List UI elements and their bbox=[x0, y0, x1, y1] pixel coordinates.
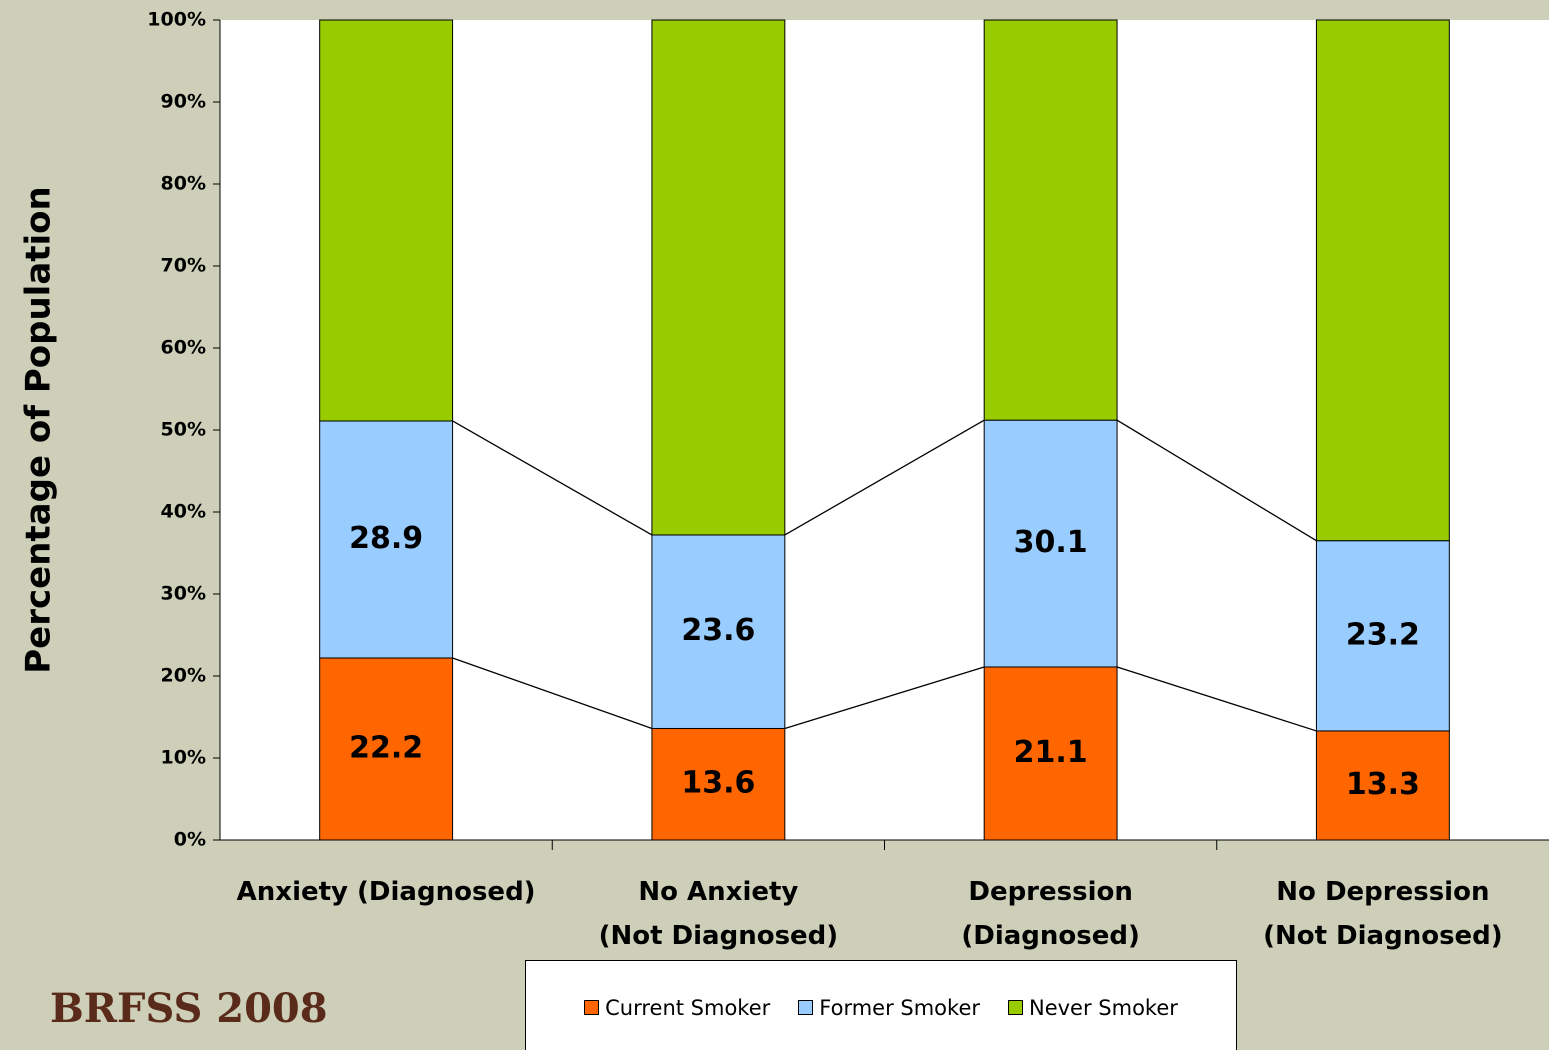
bar-segment bbox=[1315, 19, 1450, 542]
series-line bbox=[784, 666, 985, 730]
bar-segment bbox=[983, 666, 1118, 841]
y-tick-label: 30% bbox=[161, 583, 206, 605]
y-tick-label: 40% bbox=[161, 501, 206, 523]
bar-segment bbox=[319, 657, 454, 841]
y-tick-label: 70% bbox=[161, 255, 206, 277]
legend: Current Smoker Former Smoker Never Smoker bbox=[525, 960, 1237, 1050]
series-line bbox=[452, 420, 653, 536]
bar-segment bbox=[319, 420, 454, 659]
bar-segment bbox=[1315, 540, 1450, 732]
legend-item: Never Smoker bbox=[1008, 996, 1178, 1020]
y-tick-label: 50% bbox=[161, 419, 206, 441]
y-tick-label: 80% bbox=[161, 173, 206, 195]
y-tick-label: 90% bbox=[161, 91, 206, 113]
y-tick-label: 0% bbox=[174, 829, 206, 851]
legend-swatch bbox=[798, 1000, 814, 1015]
legend-label: Current Smoker bbox=[605, 995, 771, 1020]
y-tick-label: 60% bbox=[161, 337, 206, 359]
bar-segment bbox=[651, 727, 786, 841]
legend-swatch bbox=[584, 1000, 600, 1015]
data-label: 13.6 bbox=[681, 766, 755, 801]
x-tick-label: Depression (Diagnosed) bbox=[961, 877, 1140, 951]
data-label: 13.3 bbox=[1346, 767, 1420, 802]
legend-item: Former Smoker bbox=[798, 996, 980, 1020]
bar-segment bbox=[651, 19, 786, 536]
bar-segment bbox=[983, 419, 1118, 668]
data-label: 28.9 bbox=[349, 521, 423, 556]
series-line bbox=[452, 657, 653, 730]
y-axis-label: Percentage of Population bbox=[19, 186, 59, 673]
series-line bbox=[784, 419, 985, 536]
data-label: 22.2 bbox=[349, 730, 423, 765]
series-line bbox=[1116, 419, 1317, 542]
source: BRFSS 2008 bbox=[50, 985, 328, 1032]
bar-segment bbox=[1315, 730, 1450, 841]
data-label: 30.1 bbox=[1014, 525, 1088, 560]
series-line bbox=[1116, 666, 1317, 732]
data-label: 23.2 bbox=[1346, 617, 1420, 652]
legend-label: Never Smoker bbox=[1029, 995, 1178, 1020]
x-tick-label: No Anxiety (Not Diagnosed) bbox=[598, 877, 839, 951]
legend-item: Current Smoker bbox=[584, 996, 770, 1020]
data-label: 21.1 bbox=[1014, 735, 1088, 770]
bar-segment bbox=[983, 19, 1118, 421]
x-tick-label: No Depression (Not Diagnosed) bbox=[1263, 877, 1503, 951]
y-tick-label: 20% bbox=[161, 665, 206, 687]
legend-label: Former Smoker bbox=[819, 995, 980, 1020]
x-tick-label: Anxiety (Diagnosed) bbox=[236, 877, 536, 907]
y-tick-label: 100% bbox=[147, 9, 206, 31]
bar-segment bbox=[651, 534, 786, 729]
legend-swatch bbox=[1008, 1000, 1023, 1015]
bar-segment bbox=[319, 19, 454, 422]
data-label: 23.6 bbox=[681, 613, 755, 648]
y-tick-label: 10% bbox=[161, 747, 206, 769]
